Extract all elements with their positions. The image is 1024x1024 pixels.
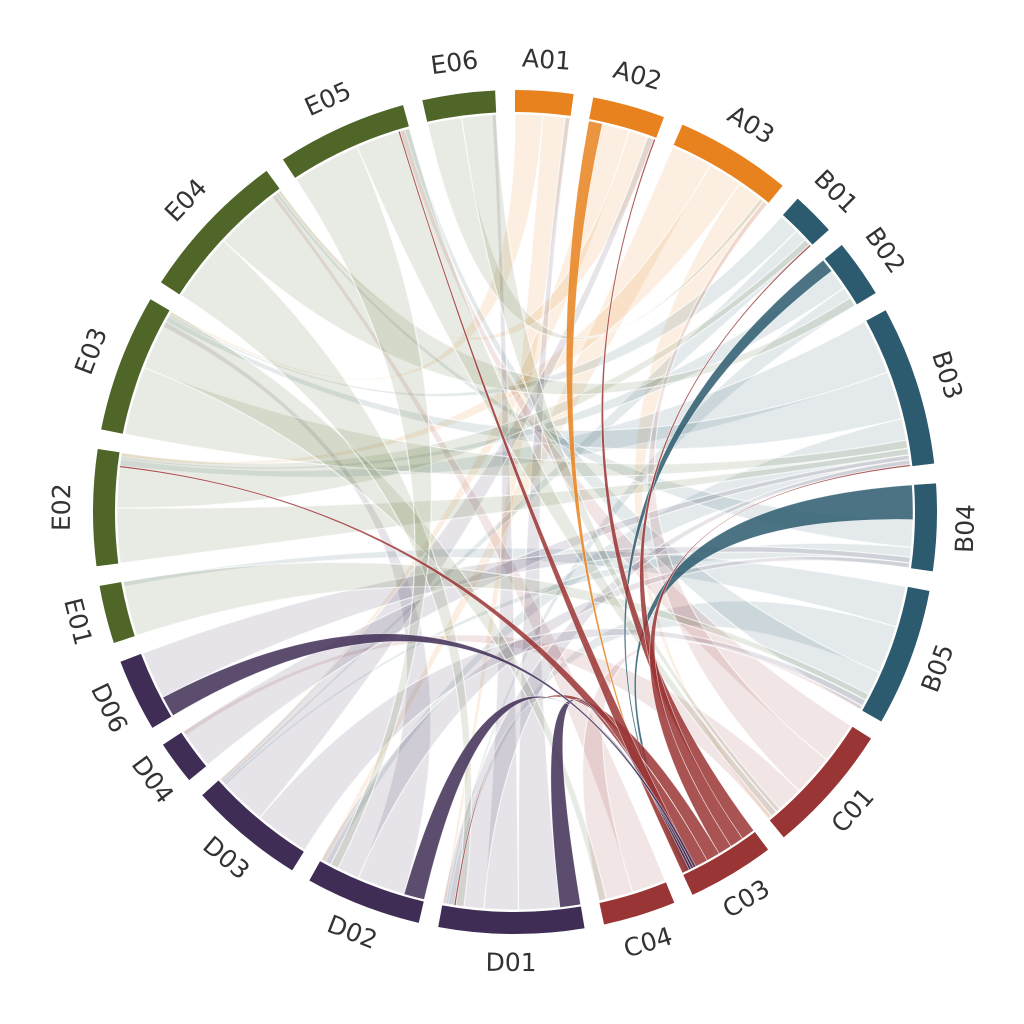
link	[122, 547, 907, 628]
node-arc	[515, 90, 574, 116]
link	[119, 320, 889, 478]
node-arc	[282, 105, 409, 178]
node-arc	[309, 861, 424, 923]
node-label: E04	[159, 173, 213, 228]
link	[649, 464, 911, 855]
node-arc	[99, 582, 135, 643]
link	[221, 229, 812, 785]
node-arc	[769, 726, 872, 838]
node-arc	[202, 780, 304, 871]
node-arc	[862, 586, 930, 722]
node-label: C01	[825, 782, 879, 838]
node-label: A03	[723, 100, 780, 150]
node-arc	[782, 198, 829, 245]
link	[143, 310, 608, 902]
node-label: E02	[47, 483, 76, 531]
node-label: B04	[950, 504, 981, 554]
link	[116, 238, 811, 509]
link	[461, 113, 781, 813]
link	[271, 193, 666, 893]
link	[164, 315, 903, 450]
link	[483, 113, 520, 911]
link	[180, 239, 473, 908]
node-label: E03	[69, 324, 113, 379]
node-arc	[422, 90, 497, 122]
node-arc	[160, 170, 280, 295]
node-arc	[599, 882, 675, 925]
node-arc	[120, 653, 172, 728]
link	[426, 116, 765, 340]
link	[222, 189, 857, 396]
link	[295, 145, 433, 870]
node-label: E01	[58, 595, 98, 648]
links	[116, 113, 914, 911]
node-arc	[589, 97, 665, 138]
link	[122, 561, 870, 701]
node-arc	[673, 124, 783, 203]
node-label: D02	[323, 909, 381, 954]
link	[162, 633, 697, 869]
node-label: A02	[610, 55, 665, 96]
node-label: D01	[485, 948, 536, 977]
node-label: D03	[197, 830, 255, 885]
node-arc	[438, 905, 585, 935]
link	[441, 114, 571, 905]
link	[274, 191, 914, 548]
node-label: D06	[85, 679, 133, 738]
link	[161, 320, 432, 895]
node-arc	[683, 832, 769, 895]
node-label: C03	[718, 874, 775, 924]
node-arc	[824, 244, 876, 305]
node-label: A01	[521, 43, 572, 75]
node-label: D04	[126, 751, 180, 809]
node-label: E05	[300, 76, 355, 122]
node-arc	[101, 299, 170, 434]
node-label: B01	[808, 164, 863, 219]
node-label: C04	[620, 921, 676, 963]
node-arc	[92, 448, 120, 567]
node-arc	[162, 732, 207, 781]
node-arc	[911, 483, 937, 572]
link	[142, 545, 912, 699]
node-label: B03	[926, 347, 968, 402]
node-label: B02	[859, 222, 911, 279]
node-label: B05	[915, 640, 959, 696]
node-label: E06	[429, 45, 480, 80]
link	[123, 366, 909, 478]
node-arc	[866, 310, 935, 467]
link	[320, 145, 712, 863]
